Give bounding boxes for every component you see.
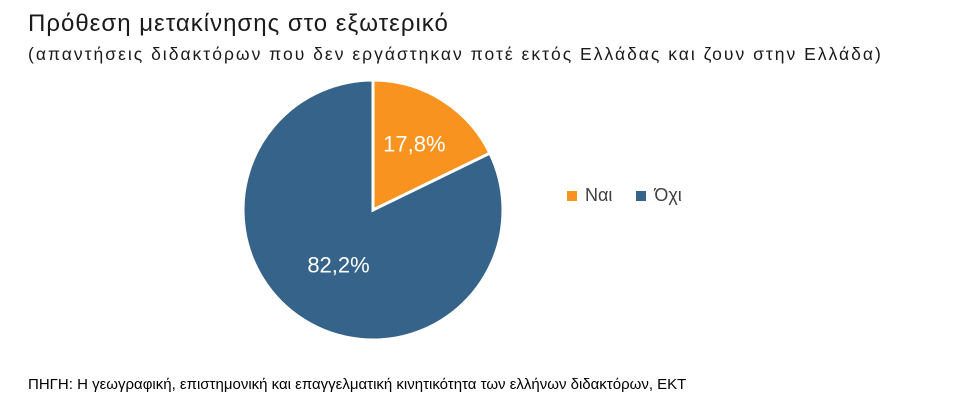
chart-title: Πρόθεση μετακίνησης στο εξωτερικό [28,10,449,37]
pie-slice-no [241,78,505,342]
legend-label-yes: Ναι [585,185,613,205]
legend-item-yes: Ναι [567,185,612,206]
data-label-no: 82,2% [307,253,369,278]
data-label-yes: 17,8% [383,131,445,156]
legend-item-no: Όχι [636,185,682,206]
chart-subtitle: (απαντήσεις διδακτόρων που δεν εργάστηκα… [28,44,883,64]
legend-swatch-no [636,190,647,201]
source-note: ΠΗΓΗ: Η γεωγραφική, επιστημονική και επα… [28,376,687,393]
chart-legend: Ναι Όχι [567,185,706,206]
legend-swatch-yes [567,190,577,201]
pie-slice-yes [371,78,492,213]
legend-label-no: Όχι [654,185,682,205]
